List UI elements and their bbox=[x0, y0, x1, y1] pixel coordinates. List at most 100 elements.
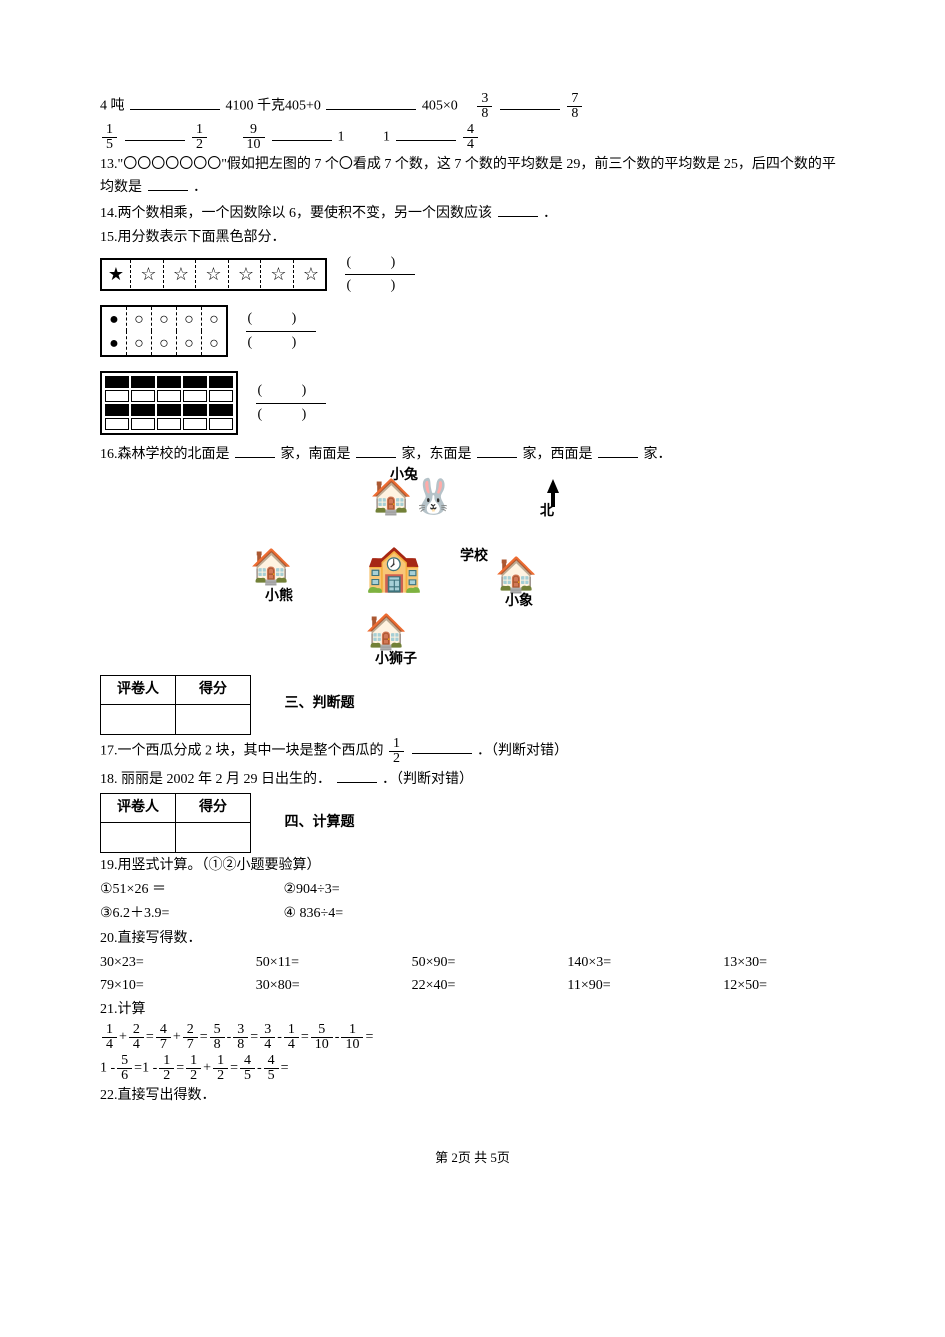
blank bbox=[130, 95, 220, 110]
calc-item: 50×11= bbox=[256, 952, 378, 974]
q19-title: 19.用竖式计算。（①②小题要验算） bbox=[100, 855, 845, 877]
q12-a: 4 吨 bbox=[100, 99, 125, 114]
blank bbox=[356, 443, 396, 458]
blank bbox=[125, 126, 185, 141]
q12-b: 4100 千克405+0 bbox=[226, 99, 321, 114]
section4-row: 评卷人得分 四、计算题 bbox=[100, 793, 845, 853]
circle-open-icon bbox=[152, 331, 177, 355]
q14-end: ． bbox=[543, 206, 557, 221]
star-open-icon bbox=[297, 260, 325, 288]
q14: 14.两个数相乘，一个因数除以 6，要使积不变，另一个因数应该 ． bbox=[100, 202, 845, 225]
village-map: 🏠🐰 小兔 北 🏠 小熊 🏫 学校 🏠 小象 🏠 小狮子 bbox=[240, 471, 600, 671]
q21-line2: 1 -56=1 -12=12+12=45-45= bbox=[100, 1054, 845, 1083]
calc-item: 50×90= bbox=[412, 952, 534, 974]
blank bbox=[396, 126, 456, 141]
op-text: = bbox=[134, 1061, 142, 1076]
grade-table: 评卷人得分 bbox=[100, 793, 251, 853]
section3-title: 三、判断题 bbox=[285, 693, 355, 715]
q13: 13."〇〇〇〇〇〇〇"假如把左图的 7 个〇看成 7 个数，这 7 个数的平均… bbox=[100, 154, 845, 200]
q16-pre: 16.森林学校的北面是 bbox=[100, 447, 230, 462]
grade-cell bbox=[176, 705, 251, 734]
q16-a: 家，南面是 bbox=[281, 447, 351, 462]
op-text: = bbox=[230, 1061, 238, 1076]
op-text: = bbox=[301, 1030, 309, 1045]
q19-3: ③6.2＋3.9= bbox=[100, 903, 280, 925]
frac-4-4: 44 bbox=[463, 123, 478, 152]
blank bbox=[337, 768, 377, 783]
blank bbox=[148, 176, 188, 191]
star-open-icon bbox=[135, 260, 164, 288]
q12-line2: 15 12 910 1 1 44 bbox=[100, 123, 845, 152]
blank bbox=[500, 95, 560, 110]
q19-4: ④ 836÷4= bbox=[284, 906, 344, 921]
fraction: 56 bbox=[117, 1054, 132, 1083]
blank-fraction: ( )( ) bbox=[246, 308, 317, 354]
circle-box bbox=[100, 305, 228, 357]
fraction: 12 bbox=[213, 1054, 228, 1083]
q19-2: ②904÷3= bbox=[284, 882, 340, 897]
q15-fig3: ( )( ) bbox=[100, 365, 845, 441]
frac-1-5: 15 bbox=[102, 123, 117, 152]
op-text: = bbox=[200, 1030, 208, 1045]
label-bear: 小熊 bbox=[265, 586, 293, 608]
circle-open-icon bbox=[202, 331, 226, 355]
op-text: = bbox=[146, 1030, 154, 1045]
op-text: + bbox=[173, 1030, 181, 1045]
star-open-icon bbox=[232, 260, 261, 288]
q12-line1: 4 吨 4100 千克405+0 405×0 38 78 bbox=[100, 92, 845, 121]
fraction: 34 bbox=[260, 1023, 275, 1052]
op-text: = bbox=[250, 1030, 258, 1045]
school-icon: 🏫 bbox=[365, 531, 422, 605]
circle-open-icon bbox=[177, 307, 202, 331]
brick-box bbox=[100, 371, 238, 435]
op-text: = bbox=[176, 1061, 184, 1076]
fraction: 12 bbox=[159, 1054, 174, 1083]
q16-c: 家，西面是 bbox=[523, 447, 593, 462]
north-arrow-icon bbox=[545, 479, 561, 507]
q19-l1: ①51×26 ＝ ②904÷3= bbox=[100, 879, 845, 901]
fraction: 58 bbox=[210, 1023, 225, 1052]
q20-title: 20.直接写得数． bbox=[100, 928, 845, 950]
op-text: 1 - bbox=[100, 1061, 115, 1076]
circle-open-icon bbox=[177, 331, 202, 355]
calc-item: 22×40= bbox=[412, 975, 534, 997]
q19-l2: ③6.2＋3.9= ④ 836÷4= bbox=[100, 903, 845, 925]
circle-open-icon bbox=[152, 307, 177, 331]
q16-b: 家，东面是 bbox=[402, 447, 472, 462]
calc-item: 12×50= bbox=[723, 975, 845, 997]
q12-one: 1 bbox=[383, 130, 390, 145]
q21-line1: 14+24=47+27=58-38=34-14=510-110= bbox=[100, 1023, 845, 1052]
q13-text: 13."〇〇〇〇〇〇〇"假如把左图的 7 个〇看成 7 个数，这 7 个数的平均… bbox=[100, 157, 836, 195]
star-open-icon bbox=[265, 260, 294, 288]
label-elephant: 小象 bbox=[505, 591, 533, 613]
fraction: 47 bbox=[156, 1023, 171, 1052]
circle-fill-icon bbox=[102, 307, 127, 331]
op-text: - bbox=[277, 1030, 282, 1045]
q15-title: 15.用分数表示下面黑色部分． bbox=[100, 227, 845, 249]
q16: 16.森林学校的北面是 家，南面是 家，东面是 家，西面是 家． bbox=[100, 443, 845, 466]
blank bbox=[272, 126, 332, 141]
star-fill-icon bbox=[102, 260, 131, 288]
fraction: 45 bbox=[264, 1054, 279, 1083]
star-open-icon bbox=[167, 260, 196, 288]
q22: 22.直接写出得数． bbox=[100, 1085, 845, 1107]
calc-item: 79×10= bbox=[100, 975, 222, 997]
fraction: 110 bbox=[341, 1023, 363, 1052]
page-footer: 第 2页 共 5页 bbox=[100, 1148, 845, 1169]
q20-grid: 30×23= 50×11= 50×90= 140×3= 13×30= 79×10… bbox=[100, 952, 845, 997]
calc-item: 30×23= bbox=[100, 952, 222, 974]
label-rabbit: 小兔 bbox=[390, 465, 418, 487]
label-lion: 小狮子 bbox=[375, 649, 417, 671]
q21-title: 21.计算 bbox=[100, 999, 845, 1021]
blank bbox=[235, 443, 275, 458]
op-text: = bbox=[365, 1030, 373, 1045]
circle-fill-icon bbox=[102, 331, 127, 355]
op-text: - bbox=[227, 1030, 232, 1045]
blank bbox=[598, 443, 638, 458]
grade-h2: 得分 bbox=[176, 793, 251, 822]
star-box bbox=[100, 258, 327, 290]
fraction: 38 bbox=[233, 1023, 248, 1052]
op-text: + bbox=[119, 1030, 127, 1045]
star-open-icon bbox=[200, 260, 229, 288]
fraction: 24 bbox=[129, 1023, 144, 1052]
